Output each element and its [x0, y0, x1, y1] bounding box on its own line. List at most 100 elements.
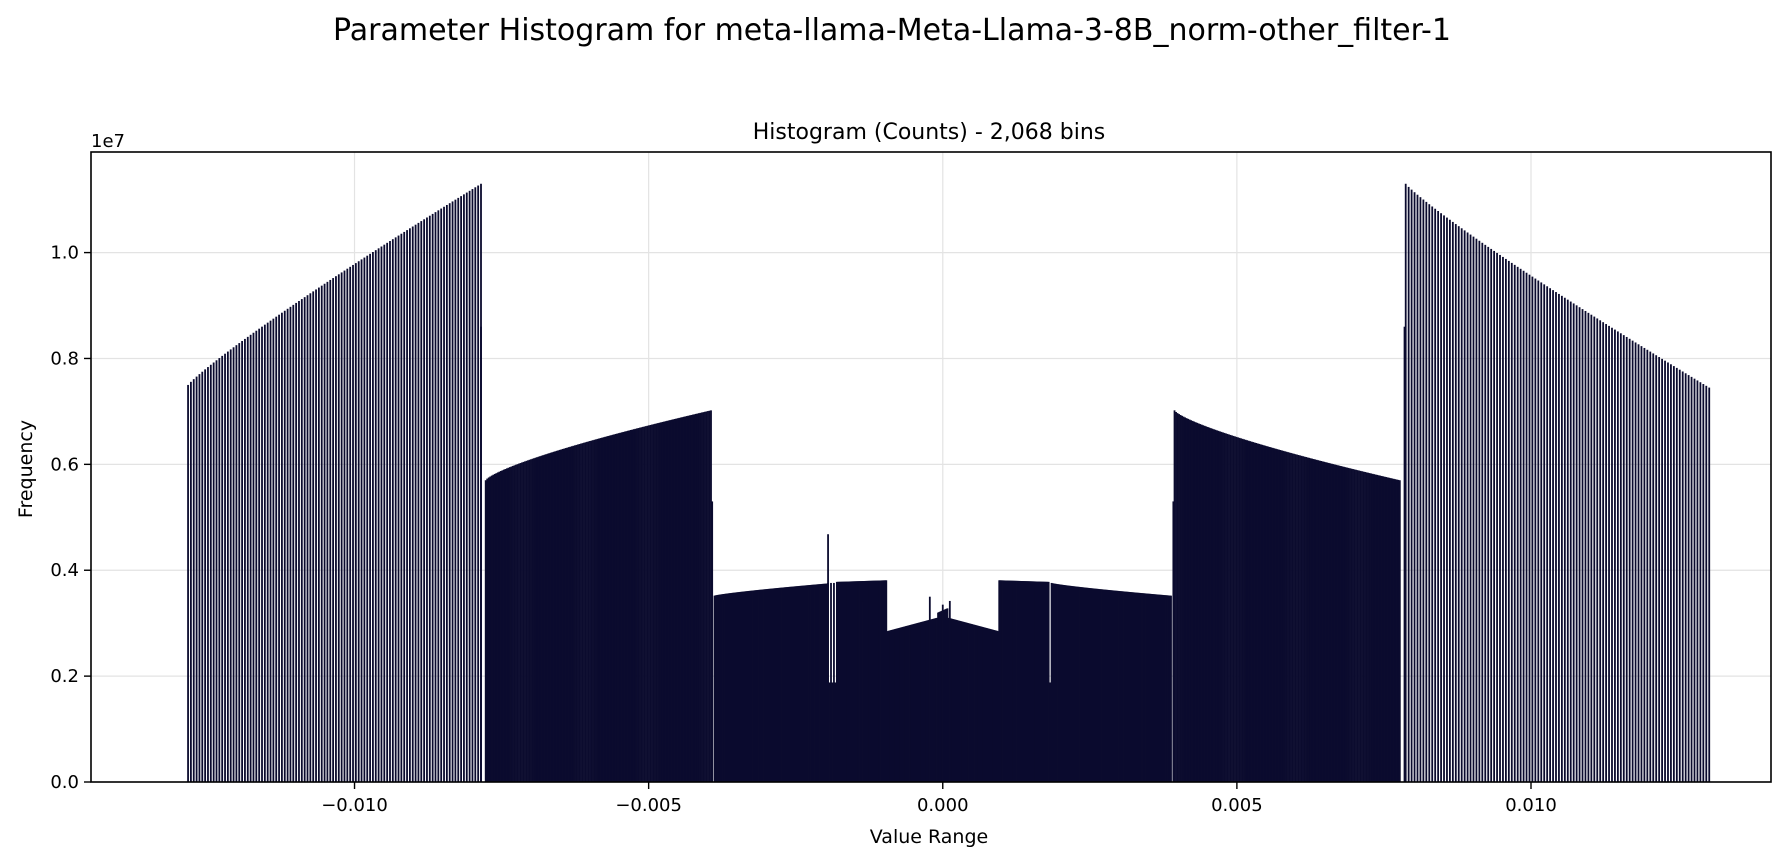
- histogram-bar: [1126, 591, 1128, 782]
- histogram-bar: [1131, 592, 1134, 782]
- histogram-bar: [1299, 455, 1301, 782]
- histogram-bar: [1114, 590, 1117, 782]
- histogram-bar: [417, 222, 420, 782]
- histogram-bar: [1563, 297, 1566, 782]
- histogram-bar: [1440, 213, 1442, 782]
- histogram-bar: [789, 586, 792, 782]
- histogram-bar: [685, 416, 688, 782]
- histogram-bar: [1026, 581, 1029, 782]
- histogram-bar: [652, 424, 655, 782]
- histogram-bar: [530, 459, 532, 782]
- histogram-bar: [705, 411, 708, 782]
- histogram-bar: [1419, 197, 1422, 783]
- histogram-bar: [1164, 595, 1167, 782]
- histogram-bar: [406, 230, 408, 782]
- histogram-bar: [204, 369, 207, 782]
- histogram-bar: [1277, 449, 1280, 782]
- histogram-bar: [540, 455, 543, 782]
- histogram-bar: [1129, 592, 1132, 782]
- histogram-bar: [1487, 246, 1490, 782]
- histogram-bar: [643, 426, 646, 782]
- histogram-bar: [837, 581, 840, 782]
- histogram-bar: [878, 580, 880, 782]
- histogram-bar: [1133, 592, 1136, 782]
- histogram-bar: [1434, 208, 1437, 782]
- histogram-bar: [1678, 369, 1681, 782]
- histogram-bar: [272, 318, 275, 782]
- histogram-bar: [1566, 299, 1569, 782]
- histogram-bar: [501, 470, 504, 782]
- histogram-bar: [1226, 433, 1229, 782]
- histogram-bar: [1364, 471, 1366, 782]
- histogram-bar: [835, 581, 838, 782]
- histogram-bar: [1628, 338, 1631, 782]
- histogram-bar: [1371, 473, 1374, 782]
- histogram-bar: [1478, 240, 1481, 782]
- histogram-bar: [411, 226, 414, 783]
- histogram-bar: [349, 266, 352, 782]
- histogram-bar: [1311, 458, 1314, 782]
- histogram-bar: [855, 581, 857, 782]
- x-tick-label: 0.010: [1505, 795, 1557, 816]
- histogram-bar: [1156, 594, 1159, 782]
- histogram-bar: [592, 440, 594, 782]
- histogram-bar: [1225, 433, 1227, 782]
- histogram-bar: [1246, 440, 1249, 782]
- histogram-bar: [451, 201, 454, 782]
- histogram-bar: [871, 580, 874, 782]
- histogram-bar: [1616, 331, 1619, 782]
- histogram-bar: [848, 581, 851, 782]
- histogram-bar: [873, 580, 876, 782]
- histogram-bar: [1228, 434, 1230, 782]
- histogram-bar: [850, 581, 853, 782]
- histogram-bar: [727, 593, 729, 782]
- histogram-bar: [335, 276, 337, 782]
- histogram-bar: [542, 455, 545, 782]
- histogram-bar: [1024, 581, 1027, 782]
- histogram-bar: [693, 414, 696, 782]
- histogram-bar: [1111, 590, 1114, 782]
- histogram-bar: [941, 604, 944, 782]
- histogram-bar: [1490, 248, 1493, 783]
- histogram-bar: [875, 580, 878, 782]
- histogram-bar: [684, 416, 687, 782]
- histogram-bar: [614, 433, 617, 782]
- histogram-bar: [602, 437, 605, 782]
- histogram-bar: [753, 590, 755, 782]
- histogram-bar: [238, 343, 241, 782]
- histogram-bar: [1181, 415, 1183, 782]
- histogram-bar: [620, 432, 623, 782]
- histogram-bar: [762, 589, 765, 782]
- histogram-bar: [1460, 228, 1463, 782]
- histogram-bar: [533, 458, 535, 782]
- histogram-bar: [423, 219, 426, 782]
- histogram-bar: [1634, 342, 1637, 782]
- histogram-bar: [731, 592, 734, 782]
- histogram-bar: [578, 444, 581, 782]
- histogram-bar: [863, 581, 866, 782]
- histogram-bar: [1160, 594, 1163, 782]
- histogram-bar: [561, 448, 564, 782]
- histogram-bar: [616, 433, 619, 782]
- histogram-bar: [723, 593, 726, 782]
- histogram-bar: [289, 306, 292, 782]
- histogram-bar: [1451, 221, 1454, 783]
- histogram-bar: [1218, 431, 1221, 782]
- histogram-bar: [649, 424, 652, 782]
- histogram-bar: [1670, 364, 1672, 782]
- histogram-bar: [1080, 587, 1082, 782]
- histogram-bar: [495, 473, 498, 782]
- histogram-bar: [363, 257, 366, 782]
- histogram-bar: [777, 587, 780, 782]
- histogram-bar: [1625, 336, 1628, 782]
- histogram-bar: [883, 580, 886, 782]
- histogram-bar: [1392, 478, 1395, 782]
- histogram-bar: [1148, 593, 1150, 782]
- histogram-bar: [611, 434, 614, 782]
- histogram-bar: [187, 384, 189, 782]
- histogram-bar: [1587, 312, 1590, 782]
- histogram-bar: [1139, 592, 1142, 782]
- histogram-bar: [793, 586, 796, 782]
- histogram-bar: [465, 192, 468, 783]
- histogram-bar: [300, 299, 303, 782]
